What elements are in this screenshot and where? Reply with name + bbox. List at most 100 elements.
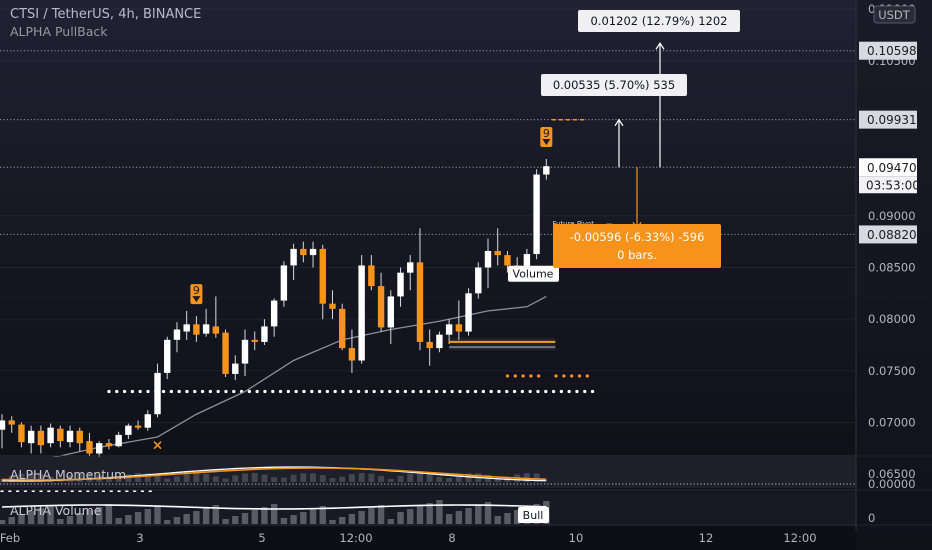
candle[interactable] xyxy=(144,410,151,431)
candle[interactable] xyxy=(397,267,404,307)
candle[interactable] xyxy=(251,331,258,351)
candle[interactable] xyxy=(27,425,35,454)
seq-9-label: 9 xyxy=(543,127,550,140)
momentum-bar xyxy=(203,473,210,482)
bull-tag[interactable]: Bull xyxy=(518,507,549,523)
volume-bar xyxy=(329,520,336,524)
price-tick-label: 0.06500 xyxy=(868,467,916,481)
candle[interactable] xyxy=(115,431,122,448)
candle[interactable] xyxy=(300,241,307,263)
candle-body xyxy=(270,300,278,327)
candle[interactable] xyxy=(436,331,443,353)
currency-badge[interactable]: USDT xyxy=(873,5,916,24)
time-tick-label: 10 xyxy=(569,531,584,545)
x-marker xyxy=(153,441,162,450)
candle[interactable] xyxy=(212,296,220,338)
candle[interactable] xyxy=(543,159,550,180)
price-tag[interactable]: 0.10598 xyxy=(859,41,917,60)
candle[interactable] xyxy=(407,255,414,291)
momentum-tick-label: 0.00000 xyxy=(868,477,916,491)
momentum-bar xyxy=(271,477,278,482)
seq-9-marker[interactable]: 9 xyxy=(190,284,203,305)
candle[interactable] xyxy=(261,319,268,345)
candle[interactable] xyxy=(358,255,365,364)
volume-bar xyxy=(348,514,356,524)
candle[interactable] xyxy=(416,228,424,351)
candle[interactable] xyxy=(47,423,54,448)
symbol-title[interactable]: CTSI / TetherUS, 4h, BINANCE xyxy=(10,7,202,22)
indicator-title[interactable]: ALPHA PullBack xyxy=(10,24,108,39)
price-tag[interactable]: 0.08820 xyxy=(859,225,917,244)
volume-panel-label: ALPHA Volume xyxy=(10,503,102,518)
candle-body xyxy=(212,326,220,334)
candle[interactable] xyxy=(76,427,83,452)
candle[interactable] xyxy=(270,298,278,337)
volume-bar xyxy=(475,505,482,524)
countdown-tag[interactable]: 03:53:00 xyxy=(859,176,920,194)
candle[interactable] xyxy=(0,414,6,449)
candle[interactable] xyxy=(86,432,93,457)
time-tick-label: 12:00 xyxy=(783,531,816,545)
candle[interactable] xyxy=(484,238,492,289)
momentum-bar xyxy=(105,477,112,482)
candle[interactable] xyxy=(465,288,472,336)
candle[interactable] xyxy=(309,241,317,268)
candle[interactable] xyxy=(504,250,511,273)
measure-box xyxy=(553,224,721,268)
candle[interactable] xyxy=(125,423,132,440)
seq-9-badge xyxy=(540,127,553,147)
candle[interactable] xyxy=(387,290,394,344)
candle[interactable] xyxy=(222,329,229,378)
pivot-zone xyxy=(449,337,556,351)
candle[interactable] xyxy=(193,316,200,342)
candle[interactable] xyxy=(377,272,385,332)
candle[interactable] xyxy=(134,420,142,430)
candle[interactable] xyxy=(290,243,297,280)
seq-9-marker[interactable]: 9 xyxy=(540,127,553,147)
candle[interactable] xyxy=(319,244,326,320)
price-tag[interactable]: 0.09470 xyxy=(859,158,917,177)
candle[interactable] xyxy=(445,319,453,344)
candle[interactable] xyxy=(280,261,288,307)
candle[interactable] xyxy=(475,262,482,299)
candle[interactable] xyxy=(96,441,103,460)
volume-bar xyxy=(105,504,113,524)
candle[interactable] xyxy=(18,422,25,448)
candle-body xyxy=(377,286,385,328)
measurement[interactable]: -0.00596 (-6.33%) -596 0 bars. xyxy=(553,167,721,268)
volume-bar xyxy=(37,508,45,524)
candle[interactable] xyxy=(241,329,249,377)
candle[interactable] xyxy=(426,329,433,366)
measurement[interactable]: 0.00535 (5.70%) 535 xyxy=(541,74,687,168)
candle[interactable] xyxy=(164,336,171,380)
price-tag[interactable]: 0.09931 xyxy=(859,110,917,129)
candle[interactable] xyxy=(37,425,45,454)
candle[interactable] xyxy=(348,329,356,373)
measure-box xyxy=(541,74,687,96)
volume-bar xyxy=(377,505,385,524)
volume-bar xyxy=(445,514,453,524)
price-tag-bg xyxy=(859,225,917,244)
candle[interactable] xyxy=(339,303,346,351)
candle-body xyxy=(300,248,307,256)
measurement[interactable]: 0.01202 (12.79%) 1202 xyxy=(578,10,740,168)
candle[interactable] xyxy=(368,255,375,291)
candle[interactable] xyxy=(8,416,15,433)
candle[interactable] xyxy=(329,290,336,320)
volume-bar xyxy=(47,505,54,524)
volume-tag[interactable]: Volume xyxy=(508,265,559,282)
candle[interactable] xyxy=(66,425,74,448)
candle[interactable] xyxy=(183,310,190,340)
candle[interactable] xyxy=(57,425,64,448)
candle[interactable] xyxy=(494,228,501,266)
candle[interactable] xyxy=(455,300,463,340)
candle[interactable] xyxy=(154,363,161,418)
countdown-label: 03:53:00 xyxy=(866,178,920,192)
candle-body xyxy=(543,166,550,175)
candle[interactable] xyxy=(232,355,239,381)
candle[interactable] xyxy=(105,439,113,450)
candle[interactable] xyxy=(533,169,540,260)
candle[interactable] xyxy=(202,308,210,337)
candle[interactable] xyxy=(173,322,181,353)
